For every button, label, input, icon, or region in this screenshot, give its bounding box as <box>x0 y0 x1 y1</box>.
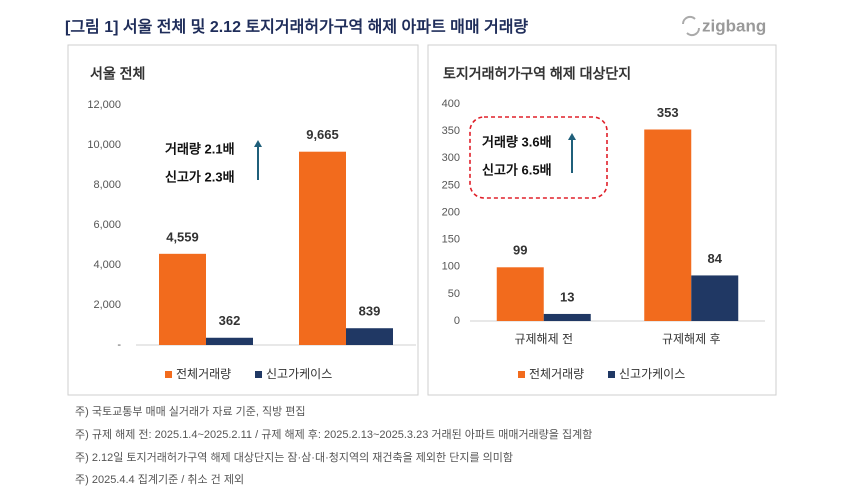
value-label: 839 <box>359 304 381 319</box>
y-tick-label: 12,000 <box>87 99 121 111</box>
y-tick-label: 6,000 <box>93 219 121 231</box>
panel-right <box>427 44 777 396</box>
y-tick-label: - <box>117 339 121 351</box>
legend-swatch <box>608 371 615 378</box>
y-tick-label: 2,000 <box>93 299 121 311</box>
value-label: 84 <box>708 251 723 266</box>
panel-left <box>67 44 419 396</box>
chart-title: 토지거래허가구역 해제 대상단지 <box>443 66 631 82</box>
value-label: 353 <box>657 105 679 120</box>
annotation-arrowhead <box>568 133 576 140</box>
annotation: 거래량 2.1배 <box>165 141 235 156</box>
logo-icon <box>681 15 701 37</box>
legend-swatch <box>255 371 262 378</box>
bar <box>299 151 346 345</box>
x-tick-label: 규제해제 후 <box>662 332 721 346</box>
bar <box>159 253 206 345</box>
page-title: [그림 1] 서울 전체 및 2.12 토지거래허가구역 해제 아파트 매매 거… <box>65 17 528 36</box>
logo: zigbang <box>702 16 766 35</box>
annotation: 거래량 3.6배 <box>482 134 552 149</box>
legend-label: 신고가케이스 <box>619 367 685 381</box>
legend-swatch <box>518 371 525 378</box>
y-tick-label: 150 <box>442 234 460 246</box>
legend-label: 전체거래량 <box>529 367 584 381</box>
footnote: 주) 규제 해제 전: 2025.1.4~2025.2.11 / 규제 해제 후… <box>75 427 592 441</box>
footnote: 주) 2.12일 토지거래허가구역 해제 대상단지는 잠·삼·대·청지역의 재건… <box>75 450 513 464</box>
y-tick-label: 4,000 <box>93 259 121 271</box>
bar <box>496 267 544 321</box>
value-label: 362 <box>219 313 241 328</box>
annotation: 신고가 6.5배 <box>482 162 552 177</box>
y-tick-label: 300 <box>442 152 460 164</box>
chart-title: 서울 전체 <box>90 66 145 82</box>
y-tick-label: 250 <box>442 179 460 191</box>
legend-label: 신고가케이스 <box>266 367 332 381</box>
footnote: 주) 2025.4.4 집계기준 / 취소 건 제외 <box>75 473 244 486</box>
annotation-arrowhead <box>254 140 262 147</box>
bar <box>346 328 393 345</box>
bar <box>691 275 739 321</box>
bar <box>644 129 692 321</box>
value-label: 9,665 <box>306 127 339 142</box>
highlight-box <box>469 116 608 199</box>
y-tick-label: 350 <box>442 125 460 137</box>
y-tick-label: 8,000 <box>93 179 121 191</box>
value-label: 13 <box>560 289 574 304</box>
y-tick-label: 100 <box>442 261 460 273</box>
footnote: 주) 국토교통부 매매 실거래가 자료 기준, 직방 편집 <box>75 405 306 418</box>
bar <box>543 313 591 321</box>
legend-swatch <box>165 371 172 378</box>
legend-label: 전체거래량 <box>176 367 231 381</box>
y-tick-label: 400 <box>442 98 460 110</box>
x-tick-label: 규제해제 전 <box>514 332 573 346</box>
y-tick-label: 0 <box>454 315 460 327</box>
y-tick-label: 10,000 <box>87 139 121 151</box>
bar <box>206 337 253 345</box>
y-tick-label: 50 <box>448 288 460 300</box>
value-label: 4,559 <box>166 229 199 244</box>
annotation: 신고가 2.3배 <box>165 169 235 184</box>
y-tick-label: 200 <box>442 206 460 218</box>
value-label: 99 <box>513 243 527 258</box>
